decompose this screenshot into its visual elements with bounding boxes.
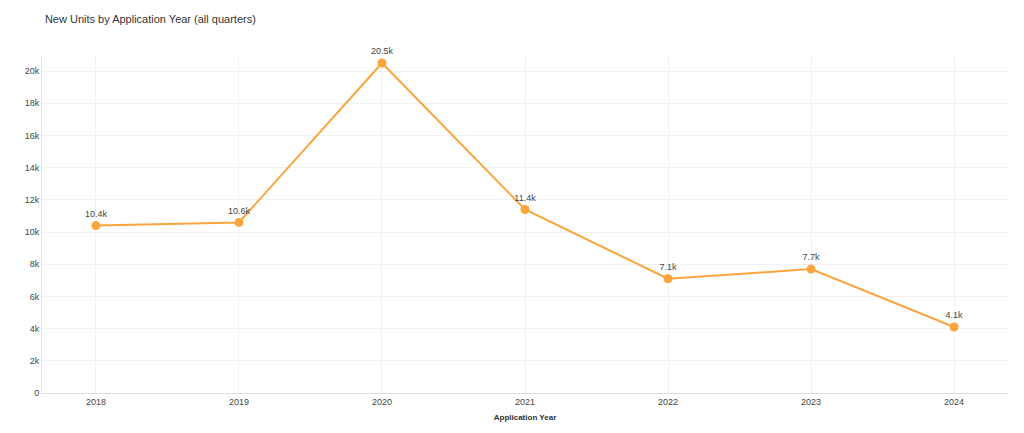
svg-text:11.4k: 11.4k [514, 193, 536, 203]
svg-text:18k: 18k [25, 98, 40, 108]
svg-text:4k: 4k [30, 324, 40, 334]
svg-text:2020: 2020 [372, 397, 392, 407]
svg-text:10.4k: 10.4k [85, 209, 108, 219]
svg-text:2k: 2k [30, 356, 40, 366]
svg-text:2023: 2023 [801, 397, 821, 407]
svg-text:4.1k: 4.1k [946, 310, 964, 320]
svg-text:14k: 14k [25, 163, 40, 173]
svg-text:Application Year: Application Year [494, 413, 557, 422]
svg-text:7.1k: 7.1k [660, 262, 678, 272]
svg-text:2019: 2019 [229, 397, 249, 407]
svg-text:16k: 16k [25, 131, 40, 141]
svg-text:7.7k: 7.7k [803, 252, 821, 262]
svg-text:8k: 8k [30, 259, 40, 269]
svg-text:10.6k: 10.6k [228, 206, 251, 216]
svg-text:New Units by Application Year: New Units by Application Year (all quart… [45, 13, 256, 25]
svg-text:20.5k: 20.5k [371, 46, 394, 56]
svg-text:20k: 20k [25, 66, 40, 76]
svg-text:2018: 2018 [86, 397, 106, 407]
svg-text:6k: 6k [30, 292, 40, 302]
svg-text:2021: 2021 [515, 397, 535, 407]
svg-text:10k: 10k [25, 227, 40, 237]
svg-text:2022: 2022 [658, 397, 678, 407]
svg-text:0: 0 [34, 388, 39, 398]
svg-text:2024: 2024 [944, 397, 964, 407]
svg-text:12k: 12k [25, 195, 40, 205]
